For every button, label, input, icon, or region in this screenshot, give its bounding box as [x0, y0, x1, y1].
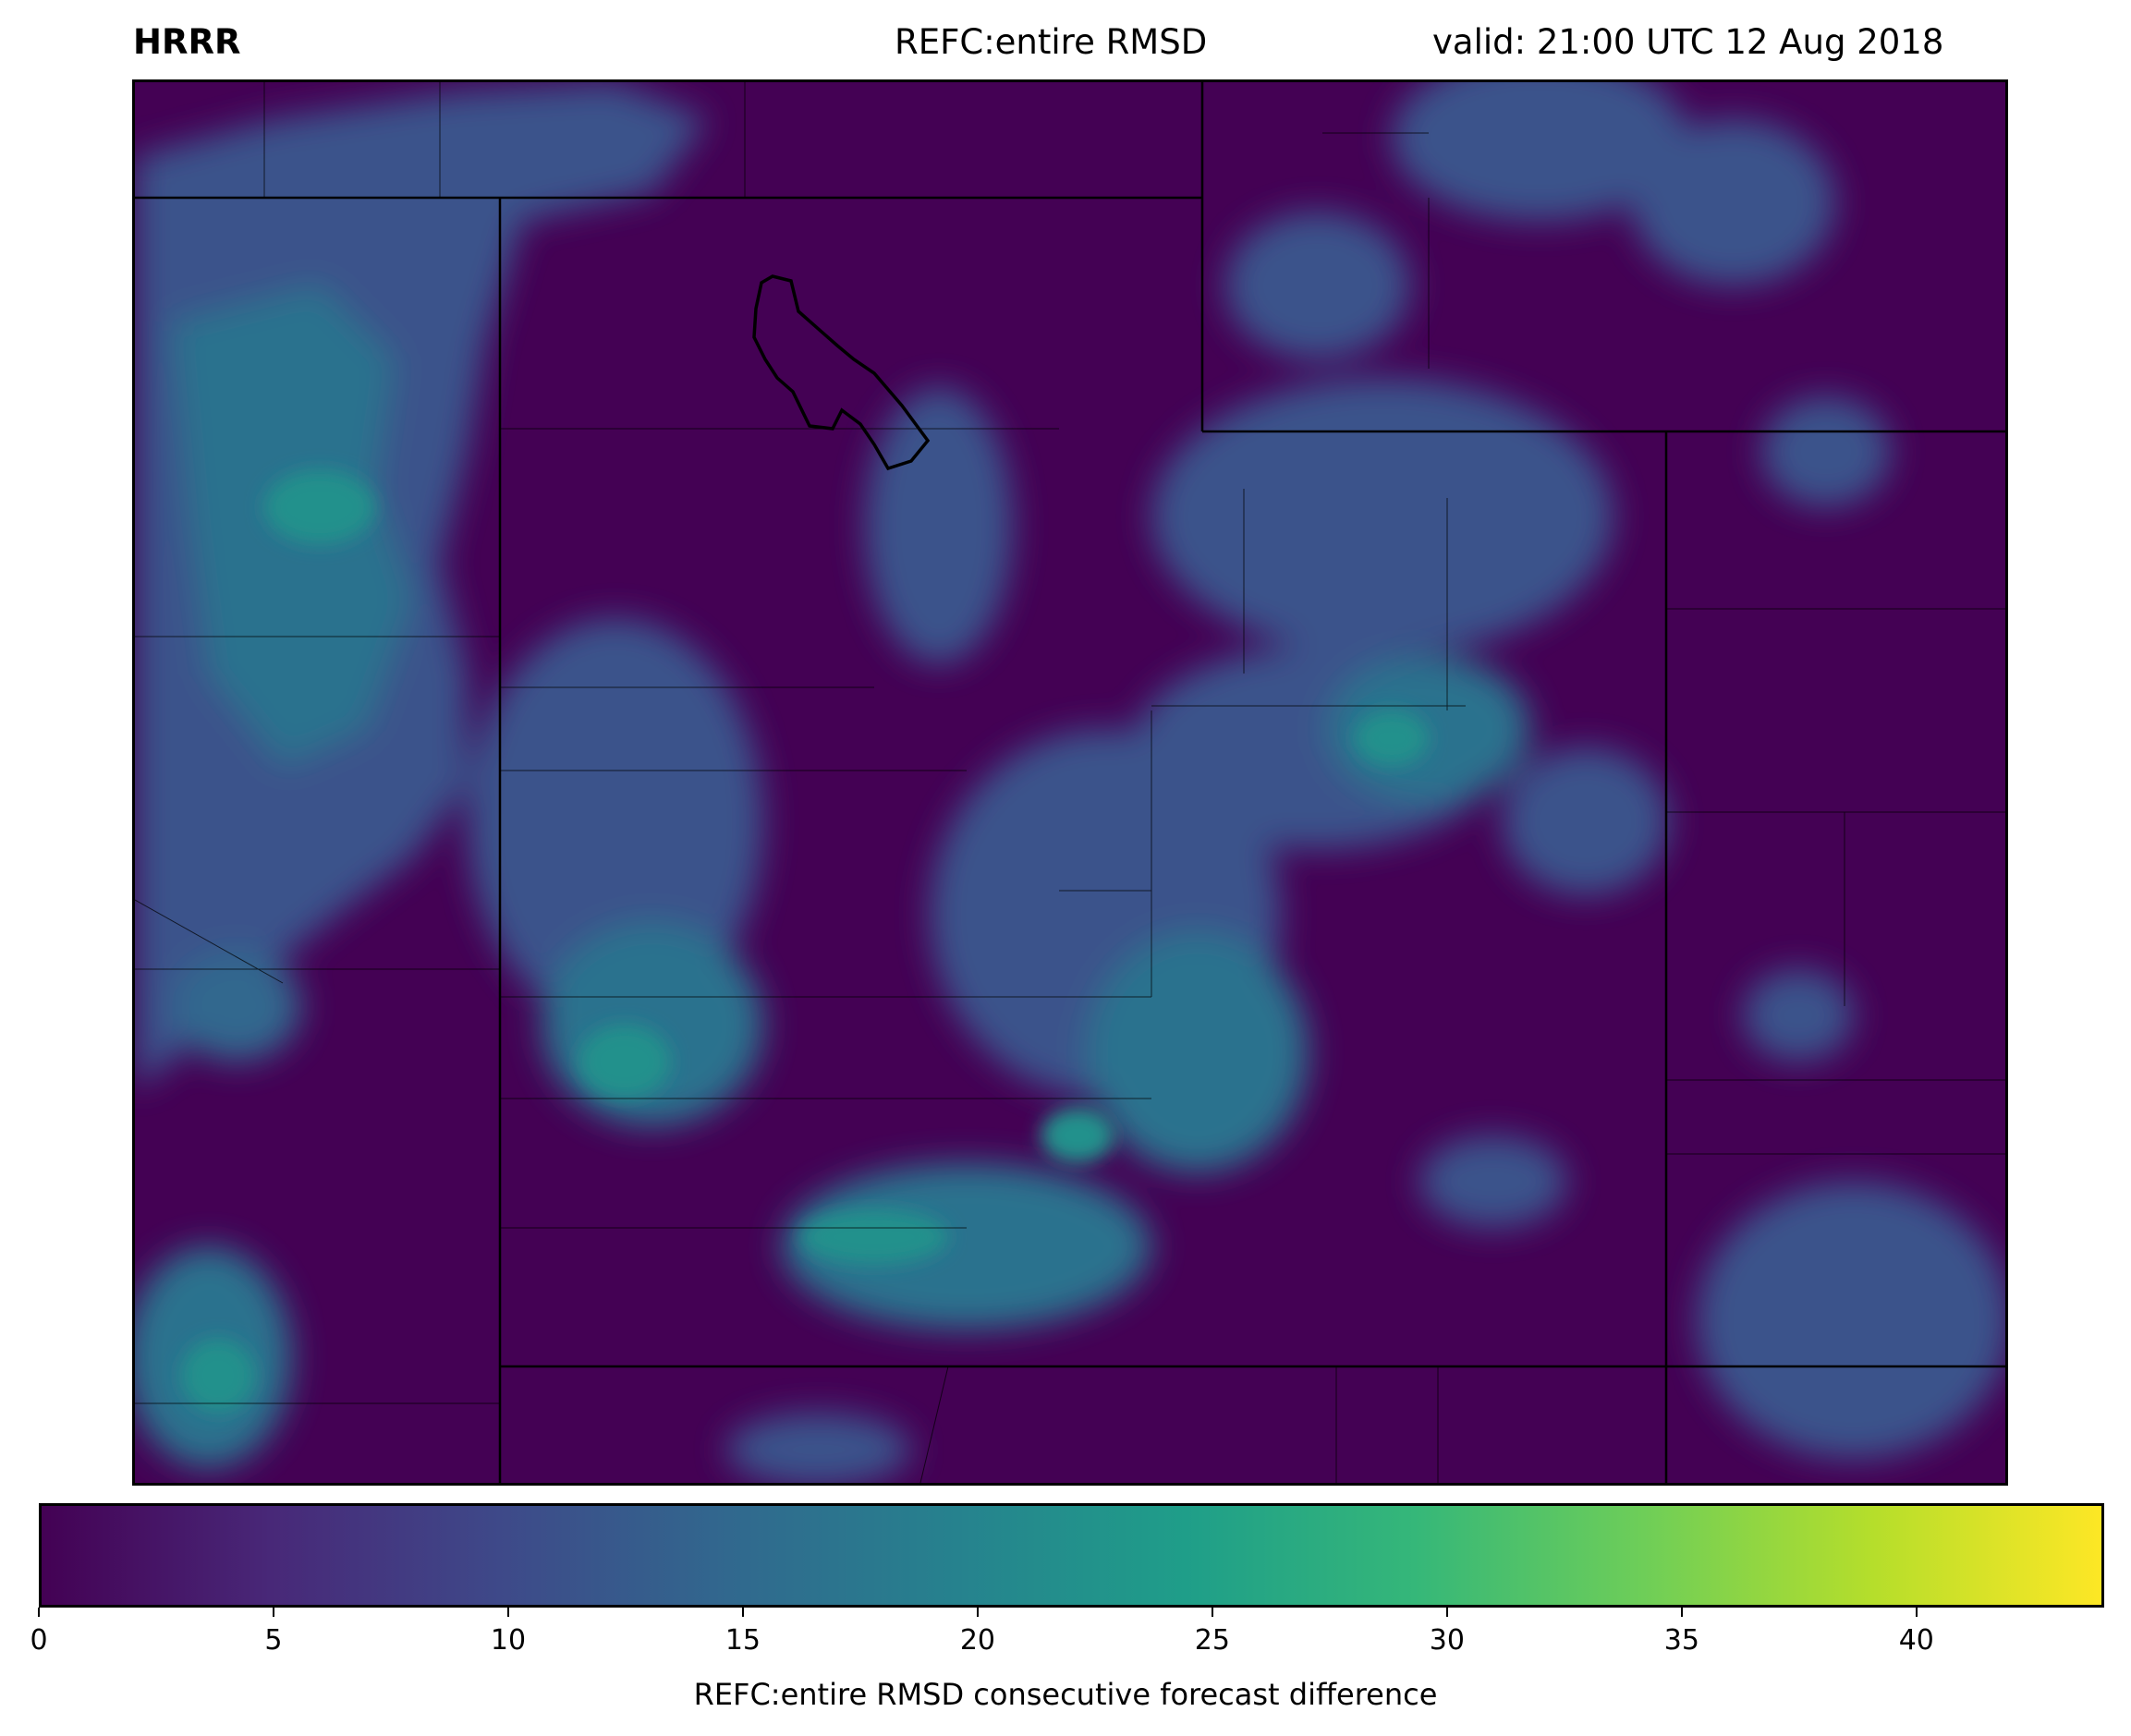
east-cell-2: [1327, 655, 1530, 803]
rmsd-field-highlights: [181, 470, 1429, 1413]
ne-cell-2: [1632, 119, 1835, 285]
highlight-2: [181, 1339, 255, 1413]
colorbar-tick: [506, 1608, 509, 1617]
far-east-cell-2: [1743, 969, 1854, 1062]
east-cell: [1151, 378, 1613, 655]
highlighted-region-outline: [752, 274, 931, 471]
ne-cell-3: [1225, 212, 1410, 359]
highlight-1: [264, 470, 375, 544]
colorbar-tick: [1680, 1608, 1683, 1617]
north-central-cell: [865, 387, 1013, 664]
central-west-cell: [468, 618, 763, 1025]
ne-cell: [1392, 82, 1687, 221]
colorbar-tick: [38, 1608, 40, 1617]
map-panel: [132, 79, 2008, 1486]
colorbar-tick: [272, 1608, 274, 1617]
colorbar: [39, 1503, 2104, 1608]
highlight-4: [1355, 710, 1429, 766]
sw-cell-2: [172, 951, 301, 1062]
colorbar-tick-label: 40: [1898, 1624, 1934, 1657]
model-title: HRRR: [133, 22, 241, 62]
south-cell: [726, 1413, 911, 1483]
south-central-cell: [782, 1163, 1151, 1329]
valid-time: valid: 21:00 UTC 12 Aug 2018: [1432, 22, 1944, 62]
colorbar-tick-label: 20: [959, 1624, 995, 1657]
county-lines: [135, 82, 2005, 1483]
highlight-5: [578, 1025, 671, 1099]
colorbar-tick-label: 15: [725, 1624, 761, 1657]
colorbar-tick-label: 25: [1194, 1624, 1230, 1657]
highlight-6: [1041, 1108, 1114, 1163]
colorbar-tick-label: 35: [1663, 1624, 1699, 1657]
colorbar-tick-label: 10: [490, 1624, 527, 1657]
colorbar-tick-label: 30: [1429, 1624, 1465, 1657]
colorbar-tick: [741, 1608, 744, 1617]
east-small-cell: [1503, 747, 1669, 895]
colorbar-label: REFC:entire RMSD consecutive forecast di…: [693, 1677, 1438, 1712]
se-small-cell: [1419, 1135, 1567, 1228]
colorbar-ticks: 0 5 10 15 20 25 30 35 40: [30, 1608, 2104, 1663]
state-boundaries: [135, 82, 2005, 1483]
highlight-3: [800, 1209, 948, 1265]
colorbar-tick-label: 0: [30, 1624, 48, 1657]
colorbar-tick-label: 5: [264, 1624, 283, 1657]
map-canvas: [135, 82, 2005, 1483]
colorbar-tick: [1915, 1608, 1918, 1617]
central-cell-2: [1087, 932, 1309, 1172]
rmsd-field: [135, 82, 2005, 1483]
central-west-core: [542, 923, 763, 1126]
colorbar-tick: [976, 1608, 979, 1617]
se-cell: [1697, 1182, 2005, 1459]
colorbar-tick: [1211, 1608, 1213, 1617]
field-title: REFC:entire RMSD: [895, 22, 1208, 62]
far-east-cell: [1761, 396, 1891, 507]
colorbar-tick: [1445, 1608, 1448, 1617]
